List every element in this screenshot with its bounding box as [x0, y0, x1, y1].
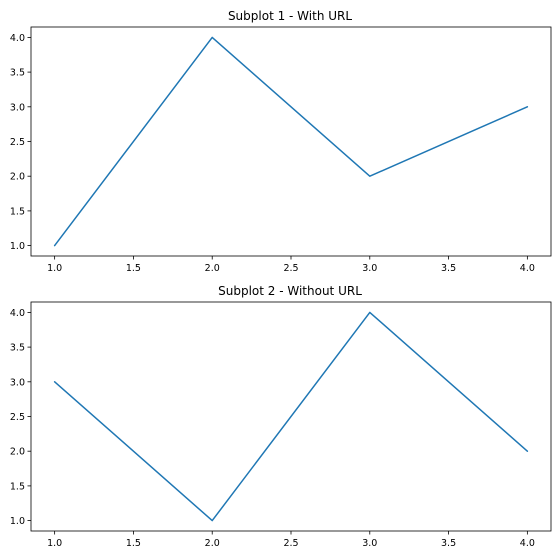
subplot-1-series-line	[53, 36, 529, 247]
subplot-1: Subplot 1 - With URL 1.0 1.5 2.0 2.5 3.0 3.5 4…	[10, 9, 552, 274]
subplot-2-x-tick-label: 1.5	[126, 538, 141, 549]
subplot-1-y-tick-label: 3.5	[10, 68, 25, 79]
subplot-2-y-tick-label: 2.5	[10, 412, 25, 423]
subplot-2-series-line	[53, 311, 529, 522]
subplot-1-x-tick-label: 3.5	[441, 263, 456, 274]
subplot-2-y-tick-label: 1.0	[10, 516, 25, 527]
subplot-2-y-tick-label: 4.0	[10, 308, 25, 319]
subplot-2-x-tick-label: 2.5	[283, 538, 298, 549]
subplot-1-title: Subplot 1 - With URL	[228, 9, 352, 23]
subplot-1-x-tick-label: 2.0	[205, 263, 220, 274]
subplot-1-x-tick-label: 2.5	[283, 263, 298, 274]
subplot-2-y-tick-label: 1.5	[10, 481, 25, 492]
subplot-2-y-tick-label: 3.5	[10, 343, 25, 354]
subplot-1-y-tick-label: 2.0	[10, 172, 25, 183]
subplot-1-x-tick-label: 1.0	[47, 263, 62, 274]
subplot-1-x-tick-label: 4.0	[520, 263, 535, 274]
subplot-2-y-tick-label: 2.0	[10, 447, 25, 458]
subplot-2-x-tick-label: 3.5	[441, 538, 456, 549]
subplot-1-y-tick-label: 1.5	[10, 206, 25, 217]
subplot-2: Subplot 2 - Without URL 1.0 1.5 2.0 2.5 3.0 3…	[10, 284, 552, 549]
subplot-2-x-tick-label: 1.0	[47, 538, 62, 549]
subplot-1-y-tick-label: 2.5	[10, 137, 25, 148]
subplot-2-y-tick-label: 3.0	[10, 377, 25, 388]
subplot-1-axes-frame	[30, 26, 552, 257]
subplot-2-x-tick-label: 2.0	[205, 538, 220, 549]
subplot-1-y-tick-label: 4.0	[10, 33, 25, 44]
subplot-2-x-tick-label: 4.0	[520, 538, 535, 549]
subplot-2-x-tick-label: 3.0	[362, 538, 377, 549]
subplot-1-y-tick-label: 1.0	[10, 241, 25, 252]
subplot-1-y-tick-label: 3.0	[10, 102, 25, 113]
subplot-2-title: Subplot 2 - Without URL	[218, 284, 362, 298]
subplot-1-x-tick-label: 1.5	[126, 263, 141, 274]
subplot-1-x-tick-label: 3.0	[362, 263, 377, 274]
